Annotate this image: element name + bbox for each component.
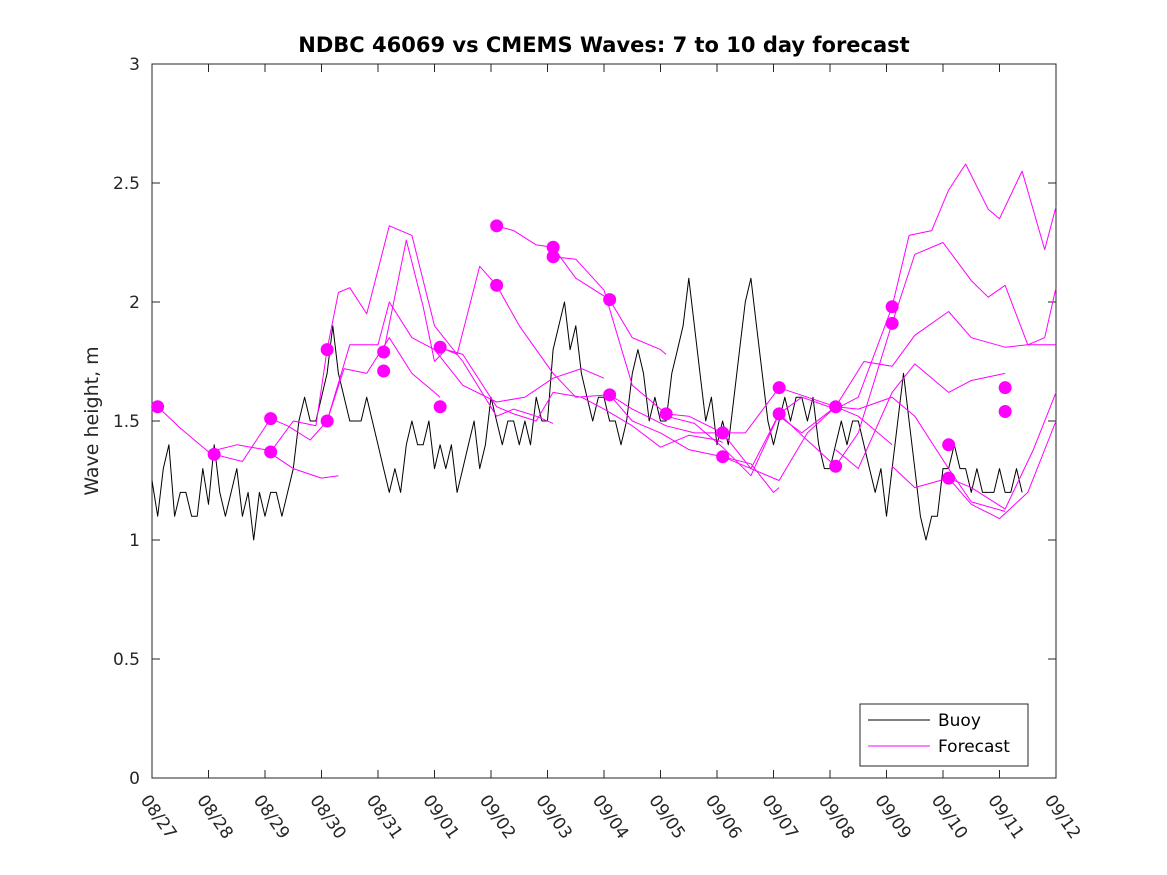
forecast-series-line <box>835 363 1006 470</box>
chart-title: NDBC 46069 vs CMEMS Waves: 7 to 10 day f… <box>298 33 909 57</box>
forecast-marker <box>942 438 956 452</box>
y-tick-label: 1.5 <box>113 412 140 432</box>
forecast-marker <box>829 400 843 414</box>
forecast-marker <box>885 300 899 314</box>
forecast-marker <box>433 400 447 414</box>
forecast-marker <box>603 388 617 402</box>
legend-box <box>859 703 1029 767</box>
forecast-series-line <box>157 406 339 479</box>
forecast-marker <box>772 381 786 395</box>
y-tick-label: 3 <box>129 55 140 75</box>
forecast-marker <box>659 407 673 421</box>
forecast-marker <box>603 293 617 307</box>
forecast-series-line <box>496 225 667 355</box>
forecast-series-line <box>665 163 1057 477</box>
forecast-marker <box>264 445 278 459</box>
forecast-marker <box>207 447 221 461</box>
y-tick-label: 2.5 <box>113 174 140 194</box>
forecast-marker <box>546 240 560 254</box>
y-tick-label: 2 <box>129 293 140 313</box>
forecast-series-line <box>326 301 605 422</box>
forecast-series-line <box>891 420 1057 520</box>
buoy-series-line <box>151 277 1023 541</box>
forecast-marker <box>490 278 504 292</box>
plot-area <box>151 63 1057 779</box>
forecast-series-line <box>948 392 1057 510</box>
forecast-marker <box>772 407 786 421</box>
forecast-marker <box>490 219 504 233</box>
y-tick-label: 0 <box>129 769 140 789</box>
legend-forecast-label: Forecast <box>938 737 1010 757</box>
forecast-marker <box>942 471 956 485</box>
forecast-series-line <box>609 387 1006 512</box>
series-layer <box>151 163 1057 541</box>
forecast-marker <box>885 316 899 330</box>
y-axis-label: Wave height, m <box>81 346 103 495</box>
forecast-marker <box>264 412 278 426</box>
forecast-marker <box>998 381 1012 395</box>
y-tick-label: 1 <box>129 531 140 551</box>
forecast-series-line <box>383 239 723 448</box>
forecast-marker <box>829 459 843 473</box>
y-axis: 0 0.5 1 1.5 2 2.5 3 <box>113 55 1056 789</box>
forecast-marker <box>151 400 165 414</box>
forecast-marker <box>546 250 560 264</box>
forecast-marker <box>377 364 391 378</box>
marker-layer <box>151 219 1012 485</box>
forecast-series-line <box>214 337 441 462</box>
legend: Buoy Forecast <box>859 703 1029 767</box>
forecast-marker <box>377 345 391 359</box>
forecast-marker <box>320 414 334 428</box>
y-tick-label: 0.5 <box>113 650 140 670</box>
forecast-series-line <box>722 242 1057 470</box>
forecast-marker <box>716 450 730 464</box>
legend-buoy-label: Buoy <box>938 711 981 731</box>
forecast-marker <box>716 426 730 440</box>
forecast-series-line <box>778 311 1056 434</box>
forecast-marker <box>998 404 1012 418</box>
forecast-marker <box>433 340 447 354</box>
forecast-marker <box>320 343 334 357</box>
